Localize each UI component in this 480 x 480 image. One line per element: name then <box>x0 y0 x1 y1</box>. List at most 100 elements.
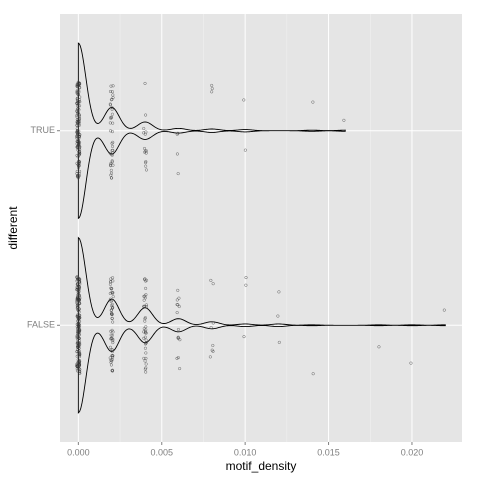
point <box>177 296 181 300</box>
point <box>175 298 179 302</box>
point <box>75 287 79 292</box>
point <box>277 340 281 344</box>
point <box>143 81 147 85</box>
point <box>211 282 215 286</box>
point <box>178 338 182 342</box>
point <box>108 151 112 155</box>
point <box>110 369 115 373</box>
point <box>111 295 115 299</box>
point <box>175 152 179 156</box>
point <box>110 348 114 352</box>
point <box>78 359 82 363</box>
point <box>144 351 148 355</box>
point <box>144 160 148 164</box>
point <box>109 84 113 88</box>
point <box>178 367 182 371</box>
point <box>110 316 114 320</box>
x-tick-label: 0.020 <box>401 447 424 457</box>
point <box>77 285 81 289</box>
point <box>76 305 80 309</box>
point <box>110 358 114 362</box>
point <box>109 299 113 303</box>
point <box>75 334 79 338</box>
point <box>77 104 81 108</box>
point <box>311 100 315 104</box>
violin <box>77 42 346 220</box>
point <box>277 290 281 294</box>
point <box>176 336 180 340</box>
point <box>109 336 113 340</box>
point <box>76 85 80 89</box>
point <box>75 169 79 173</box>
point <box>109 98 113 102</box>
point <box>77 114 81 119</box>
point <box>109 173 113 177</box>
point <box>109 333 113 337</box>
point <box>76 100 80 104</box>
point <box>111 354 115 358</box>
point <box>76 144 80 149</box>
point <box>144 325 148 329</box>
point <box>175 311 179 315</box>
point <box>77 339 81 343</box>
point <box>143 316 147 320</box>
point <box>177 304 181 309</box>
x-tick-label: 0.015 <box>317 447 340 457</box>
point <box>110 107 114 111</box>
point <box>142 330 146 334</box>
point <box>76 129 80 133</box>
point <box>76 327 80 331</box>
point <box>208 355 212 359</box>
point <box>175 356 179 360</box>
point <box>109 277 113 281</box>
point <box>109 129 113 133</box>
point <box>143 346 147 350</box>
point <box>142 146 147 151</box>
point <box>144 149 148 153</box>
point <box>311 372 315 376</box>
point <box>244 283 248 287</box>
point <box>144 161 148 165</box>
point <box>342 118 346 122</box>
point <box>144 164 148 168</box>
point <box>110 368 114 373</box>
point <box>109 161 113 166</box>
point <box>242 98 246 102</box>
point <box>144 151 148 155</box>
point <box>109 286 113 290</box>
x-tick-label: 0.000 <box>67 447 90 457</box>
point <box>276 314 280 318</box>
point <box>110 302 114 306</box>
point <box>142 327 146 331</box>
point <box>77 118 81 122</box>
point <box>109 360 113 364</box>
point <box>144 370 148 374</box>
point <box>77 135 81 139</box>
point <box>143 330 148 334</box>
point <box>144 362 148 366</box>
point <box>78 302 82 306</box>
point <box>211 349 215 353</box>
point <box>111 96 115 100</box>
point <box>78 95 82 99</box>
point <box>75 277 79 282</box>
point <box>75 145 79 149</box>
point <box>176 172 180 176</box>
y-tick-label: TRUE <box>31 125 56 135</box>
point <box>75 367 79 371</box>
point <box>143 335 147 339</box>
point <box>77 316 81 320</box>
point <box>142 356 146 360</box>
point <box>109 176 113 180</box>
point <box>144 113 148 117</box>
point <box>77 290 81 294</box>
point <box>109 116 113 120</box>
point <box>78 151 82 155</box>
point <box>76 329 80 333</box>
point <box>77 314 81 318</box>
point <box>77 284 81 288</box>
violin <box>77 236 446 414</box>
x-tick-label: 0.005 <box>150 447 173 457</box>
x-tick-label: 0.010 <box>234 447 257 457</box>
point <box>77 85 82 89</box>
